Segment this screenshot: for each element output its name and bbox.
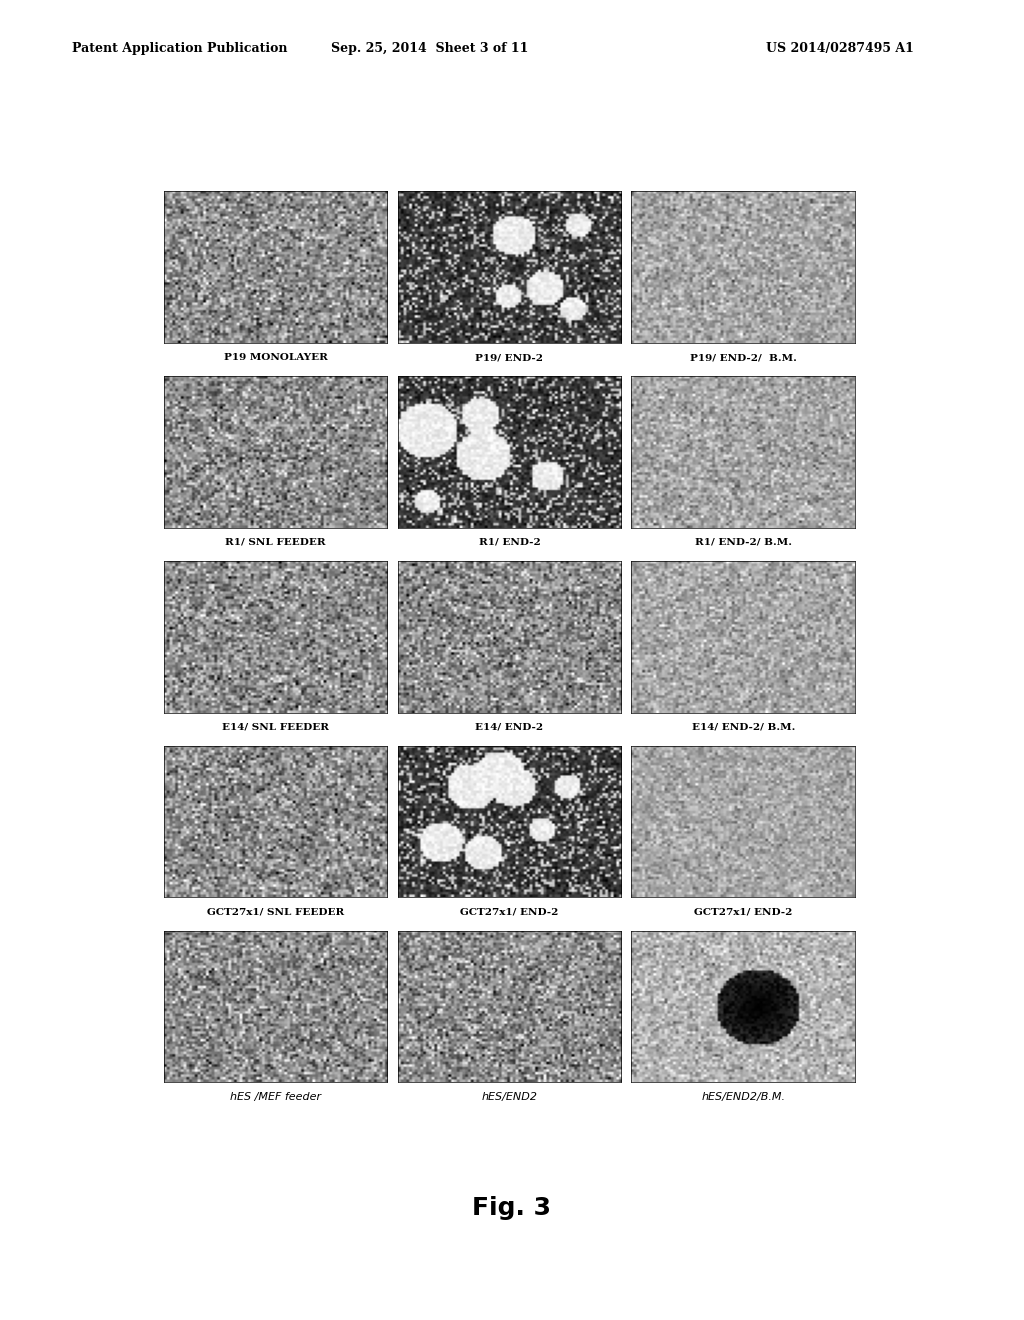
Text: GCT27x1/ END-2: GCT27x1/ END-2: [460, 907, 559, 916]
Text: GCT27x1/ SNL FEEDER: GCT27x1/ SNL FEEDER: [207, 907, 344, 916]
Text: hES /MEF feeder: hES /MEF feeder: [230, 1092, 322, 1102]
Text: Fig. 3: Fig. 3: [472, 1196, 552, 1220]
Text: Patent Application Publication: Patent Application Publication: [72, 42, 287, 55]
Text: Sep. 25, 2014  Sheet 3 of 11: Sep. 25, 2014 Sheet 3 of 11: [332, 42, 528, 55]
Text: P19/ END-2: P19/ END-2: [475, 352, 544, 362]
Text: hES/END2: hES/END2: [481, 1092, 538, 1102]
Text: P19 MONOLAYER: P19 MONOLAYER: [223, 352, 328, 362]
Text: R1/ END-2: R1/ END-2: [478, 537, 541, 546]
Text: E14/ END-2/ B.M.: E14/ END-2/ B.M.: [691, 722, 795, 731]
Text: E14/ SNL FEEDER: E14/ SNL FEEDER: [222, 722, 329, 731]
Text: R1/ END-2/ B.M.: R1/ END-2/ B.M.: [694, 537, 792, 546]
Text: E14/ END-2: E14/ END-2: [475, 722, 544, 731]
Text: R1/ SNL FEEDER: R1/ SNL FEEDER: [225, 537, 326, 546]
Text: GCT27x1/ END-2: GCT27x1/ END-2: [694, 907, 793, 916]
Text: P19/ END-2/  B.M.: P19/ END-2/ B.M.: [690, 352, 797, 362]
Text: hES/END2/B.M.: hES/END2/B.M.: [701, 1092, 785, 1102]
Text: US 2014/0287495 A1: US 2014/0287495 A1: [766, 42, 913, 55]
